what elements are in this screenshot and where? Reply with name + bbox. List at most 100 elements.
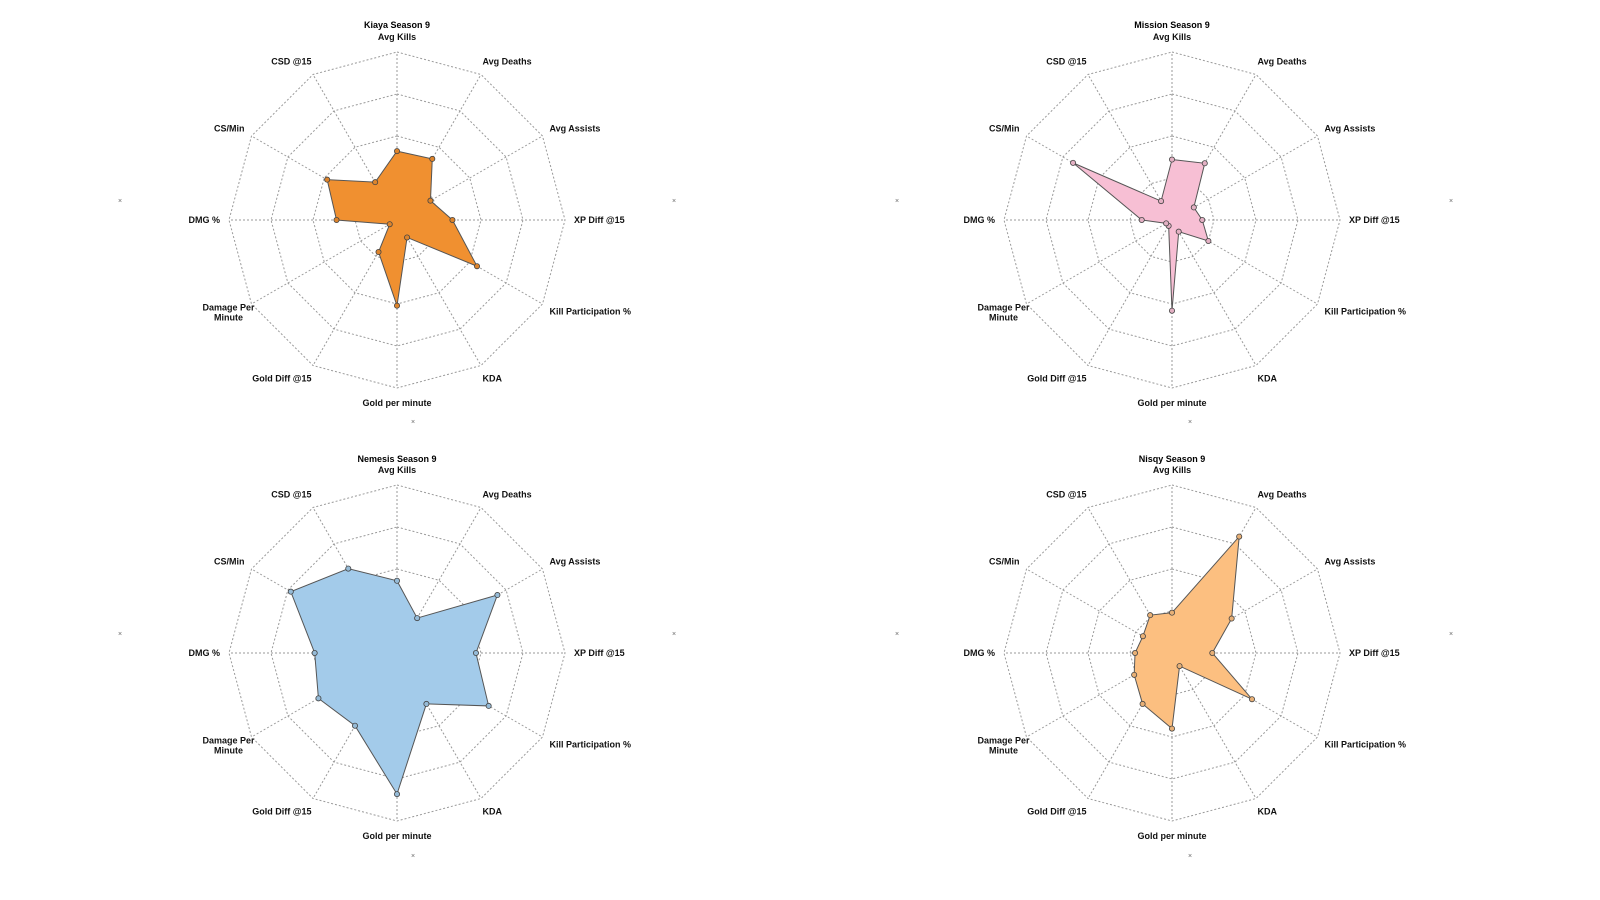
data-point-cs-min (324, 176, 331, 183)
chart-title: Mission Season 9 (1134, 20, 1210, 30)
data-point-damage-per-minute (315, 695, 322, 702)
axis-label-gold-per-minute: Gold per minute (362, 398, 431, 408)
axis-label-avg-deaths: Avg Deaths (483, 490, 532, 500)
data-point-avg-deaths (1201, 160, 1208, 167)
radar-chart-mission-season-9: Avg Kills Avg Deaths Avg Assists XP Diff @1… (964, 20, 1406, 408)
axis-label-dmg: DMG % (189, 648, 221, 658)
data-point-avg-assists (494, 592, 501, 599)
axis-label-avg-kills: Avg Kills (378, 32, 416, 42)
data-point-damage-per-minute (386, 221, 393, 228)
axis-label-xp-diff-15: XP Diff @15 (574, 215, 625, 225)
data-point-xp-diff-15 (449, 216, 456, 223)
side-marker: × (118, 631, 122, 638)
radar-chart-nemesis-season-9: Avg Kills Avg Deaths Avg Assists XP Diff @1… (189, 454, 631, 841)
side-marker: × (1188, 419, 1192, 426)
series-area (326, 150, 479, 306)
data-point-xp-diff-15 (472, 650, 479, 657)
data-point-dmg (1132, 650, 1139, 657)
axis-label-kda: KDA (1258, 806, 1278, 816)
data-point-gold-per-minute (1169, 307, 1176, 314)
axis-label-csd-15: CSD @15 (1046, 490, 1086, 500)
grid-spoke (1171, 219, 1257, 366)
data-point-gold-diff-15 (351, 722, 358, 729)
axis-label-damage-per-minute: Damage Per Minute (978, 736, 1031, 756)
axis-label-xp-diff-15: XP Diff @15 (1349, 215, 1400, 225)
axis-label-cs-min: CS/Min (214, 124, 245, 134)
axis-label-gold-diff-15: Gold Diff @15 (252, 373, 311, 383)
axis-label-avg-kills: Avg Kills (1153, 465, 1191, 475)
radar-chart-nisqy-season-9: Avg Kills Avg Deaths Avg Assists XP Diff @1… (964, 454, 1406, 841)
data-point-avg-assists (427, 197, 434, 204)
axis-label-dmg: DMG % (189, 215, 221, 225)
axis-label-dmg: DMG % (964, 215, 996, 225)
data-point-csd-15 (1147, 612, 1154, 619)
grid-spoke (1087, 74, 1173, 221)
axis-label-kill-participation: Kill Participation % (549, 307, 631, 317)
data-point-kill-participation (485, 702, 492, 709)
grid-ring (228, 51, 566, 389)
grid-spoke (1026, 219, 1173, 305)
grid-spoke (1171, 652, 1257, 799)
side-marker: × (411, 853, 415, 860)
side-marker: × (895, 198, 899, 205)
data-point-gold-diff-15 (375, 249, 382, 256)
axis-label-gold-per-minute: Gold per minute (1137, 831, 1206, 841)
chart-title: Nemesis Season 9 (357, 454, 436, 464)
data-point-cs-min (287, 588, 294, 595)
side-marker: × (672, 631, 676, 638)
axis-label-avg-kills: Avg Kills (1153, 32, 1191, 42)
series-area (1072, 158, 1210, 311)
data-point-gold-per-minute (393, 302, 400, 309)
data-point-kill-participation (474, 263, 481, 270)
data-point-kda (404, 234, 411, 241)
data-point-avg-kills (393, 577, 400, 584)
data-point-avg-deaths (429, 155, 436, 162)
axis-label-gold-diff-15: Gold Diff @15 (1027, 373, 1086, 383)
side-marker: × (1449, 631, 1453, 638)
axis-label-kill-participation: Kill Participation % (1324, 307, 1406, 317)
axis-label-xp-diff-15: XP Diff @15 (574, 648, 625, 658)
axis-label-damage-per-minute: Damage Per Minute (203, 303, 256, 323)
side-marker: × (1188, 853, 1192, 860)
data-point-csd-15 (345, 565, 352, 572)
data-point-avg-assists (1190, 204, 1197, 211)
grid-spoke (396, 219, 482, 366)
data-point-gold-diff-15 (1139, 700, 1146, 707)
data-point-avg-kills (1169, 156, 1176, 163)
data-point-gold-per-minute (393, 791, 400, 798)
axis-label-avg-assists: Avg Assists (1324, 124, 1375, 134)
grid-ring (1003, 484, 1341, 822)
axis-label-kda: KDA (483, 806, 503, 816)
data-point-avg-deaths (414, 615, 421, 622)
data-point-dmg (311, 650, 318, 657)
axis-label-avg-assists: Avg Assists (549, 557, 600, 567)
data-point-kill-participation (1249, 696, 1256, 703)
grid-spoke (251, 219, 398, 305)
data-point-avg-kills (1169, 609, 1176, 616)
data-point-csd-15 (1158, 198, 1165, 205)
data-point-gold-per-minute (1169, 725, 1176, 732)
side-marker: × (672, 198, 676, 205)
axis-label-cs-min: CS/Min (989, 124, 1020, 134)
grid-spoke (1087, 219, 1173, 366)
data-point-xp-diff-15 (1209, 650, 1216, 657)
axis-label-damage-per-minute: Damage Per Minute (978, 303, 1031, 323)
axis-label-dmg: DMG % (964, 648, 996, 658)
axis-label-cs-min: CS/Min (214, 557, 245, 567)
axis-label-gold-per-minute: Gold per minute (1137, 398, 1206, 408)
side-marker: × (895, 631, 899, 638)
data-point-damage-per-minute (1163, 220, 1170, 227)
axis-label-avg-assists: Avg Assists (1324, 557, 1375, 567)
axis-label-kill-participation: Kill Participation % (549, 740, 631, 750)
data-point-damage-per-minute (1131, 671, 1138, 678)
axis-label-gold-diff-15: Gold Diff @15 (252, 806, 311, 816)
data-point-xp-diff-15 (1199, 216, 1206, 223)
axis-label-csd-15: CSD @15 (271, 57, 311, 67)
axis-label-avg-deaths: Avg Deaths (1258, 490, 1307, 500)
axis-label-cs-min: CS/Min (989, 557, 1020, 567)
data-point-avg-assists (1228, 615, 1235, 622)
axis-label-csd-15: CSD @15 (1046, 57, 1086, 67)
series-area (290, 568, 499, 796)
side-marker: × (411, 419, 415, 426)
